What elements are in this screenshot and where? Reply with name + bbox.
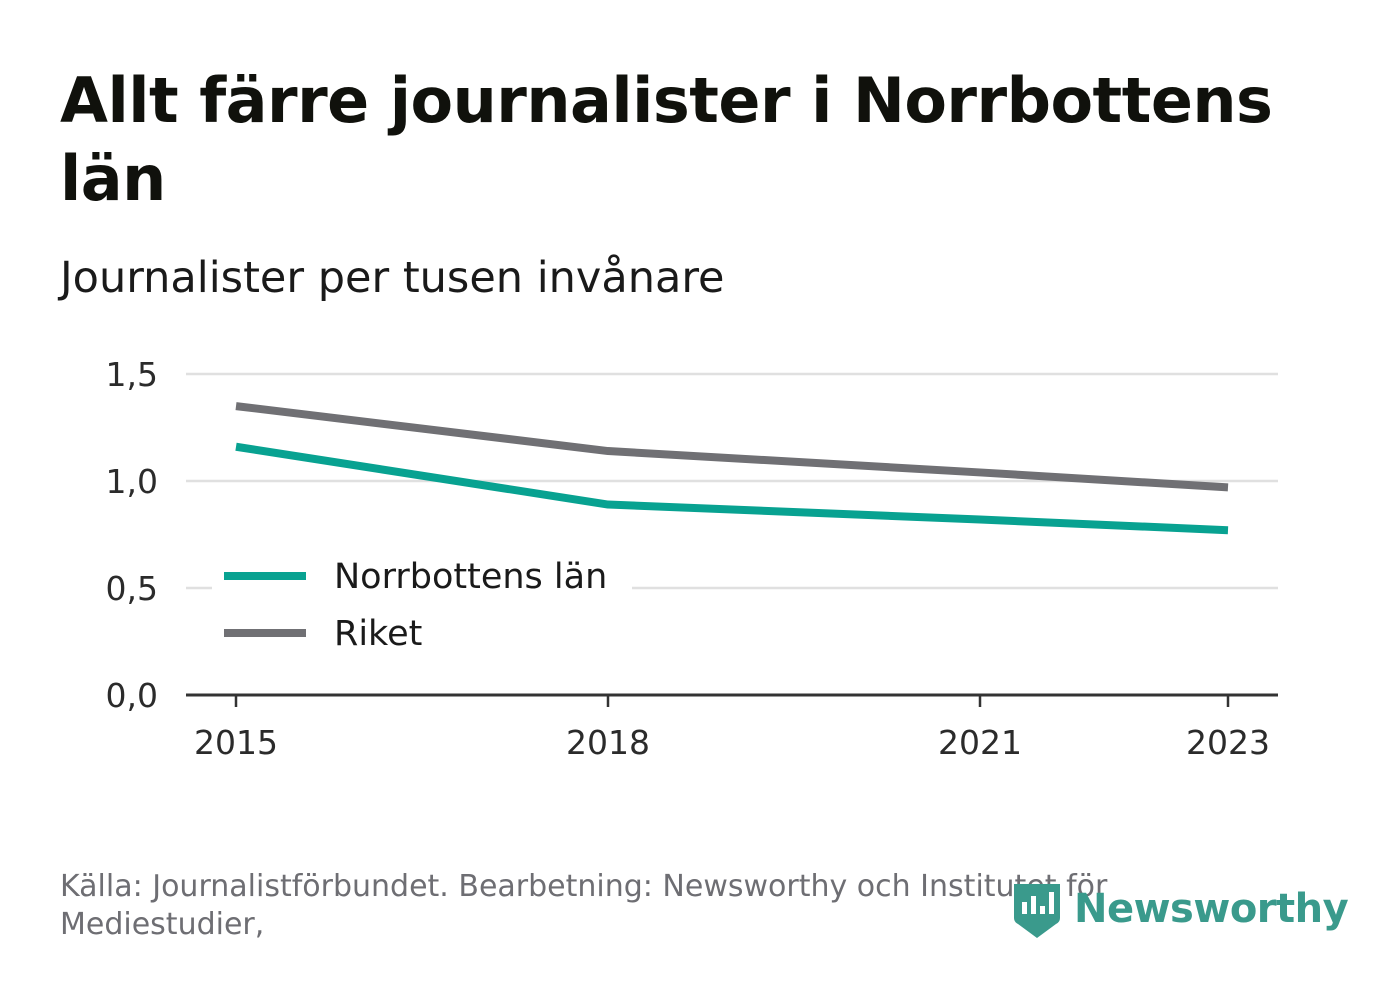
brand-name: Newsworthy [1074,886,1349,932]
newsworthy-logo-icon [1014,884,1060,938]
chart-subtitle: Journalister per tusen invånare [60,253,725,303]
y-tick-label: 1,0 [106,462,158,501]
y-tick-label: 0,5 [106,569,158,608]
y-tick-label: 1,5 [106,355,158,394]
x-tick-label: 2021 [938,723,1022,762]
legend: Norrbottens län Riket [212,552,632,654]
x-tick-label: 2023 [1186,723,1270,762]
series-lines [235,402,1229,535]
series-line [235,402,1229,492]
y-tick-label: 0,0 [106,676,158,715]
x-tick-label: 2015 [194,723,278,762]
brand-logo: Newsworthy [1010,876,1349,942]
series-line [235,442,1229,535]
chart-title: Allt färre journalister i Norrbottens lä… [60,64,1273,215]
y-axis-ticks: 0,0 0,5 1,0 1,5 [106,355,158,715]
legend-label: Riket [334,614,422,654]
source-note: Källa: Journalistförbundet. Bearbetning:… [60,869,1108,942]
x-tick-label: 2018 [566,723,650,762]
legend-label: Norrbottens län [334,557,607,597]
line-chart: 0,0 0,5 1,0 1,5 2015 2018 2021 2023 Norrbotten… [106,355,1278,762]
x-axis-ticks: 2015 2018 2021 2023 [186,693,1278,762]
